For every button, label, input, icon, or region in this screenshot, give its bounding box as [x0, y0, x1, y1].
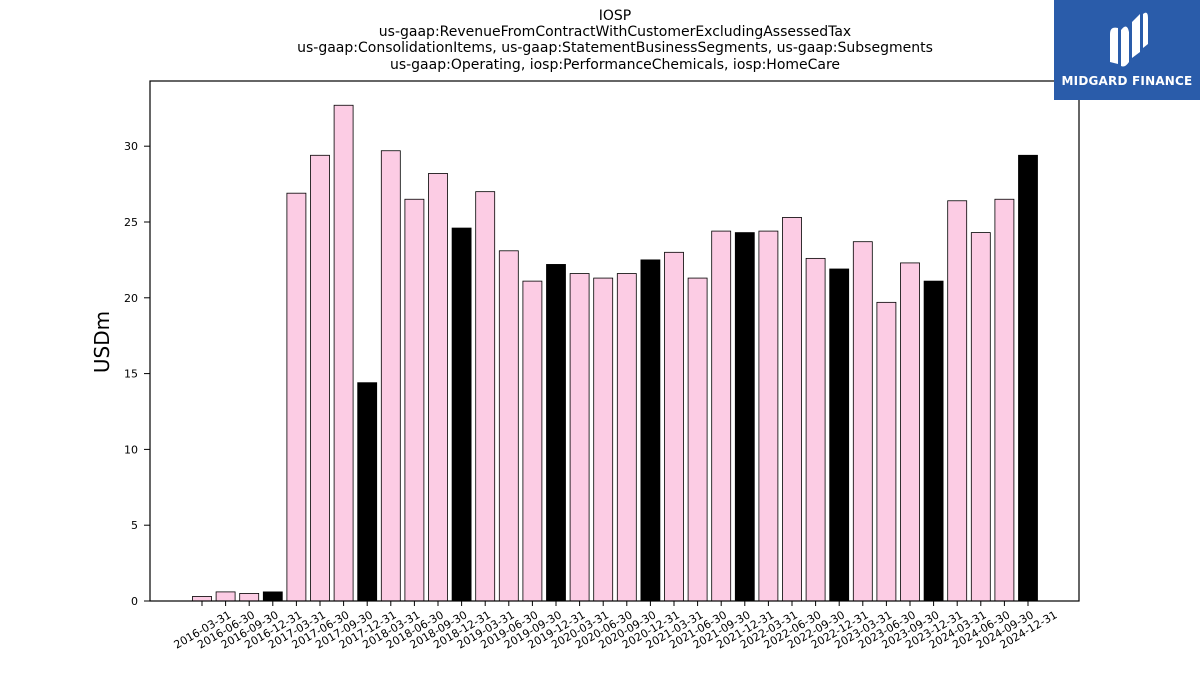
bar-2019-03-31 [475, 191, 496, 602]
y-tick-label: 25 [124, 216, 138, 229]
bar-2021-09-30 [711, 230, 732, 602]
bar-2019-09-30 [522, 280, 543, 602]
bar-2020-12-31 [640, 259, 661, 602]
y-tick-label: 5 [131, 519, 138, 532]
chart-title-line-2: us-gaap:RevenueFromContractWithCustomerE… [379, 24, 851, 40]
bar-2021-03-31 [664, 251, 684, 602]
y-axis-label: USDm [90, 311, 114, 373]
bar-2020-03-31 [569, 273, 590, 602]
bar-2019-12-31 [546, 264, 566, 602]
y-tick-label: 30 [124, 140, 138, 153]
bar-2022-12-31 [829, 268, 850, 602]
bar-2024-03-31 [947, 200, 968, 602]
bar-2018-12-31 [451, 227, 472, 602]
y-tick-label: 20 [124, 292, 138, 305]
y-tick-label: 0 [131, 595, 138, 608]
midgard-finance-logo: MIDGARD FINANCE [1054, 0, 1200, 100]
bar-2022-06-30 [782, 217, 802, 602]
bar-2023-03-31 [852, 241, 873, 602]
bar-2018-09-30 [428, 173, 448, 602]
x-axis-ticks: 2016-03-312016-06-302016-09-302016-12-31… [172, 601, 1060, 652]
bar-2017-06-30 [310, 154, 330, 602]
bar-2016-12-31 [262, 591, 283, 602]
chart-title-line-4: us-gaap:Operating, iosp:PerformanceChemi… [390, 57, 840, 73]
bar-2023-12-31 [923, 280, 944, 602]
bar-2022-03-31 [758, 230, 779, 602]
bar-series [192, 104, 1038, 602]
brand-name: MIDGARD FINANCE [1061, 74, 1193, 88]
bar-2016-09-30 [239, 593, 260, 602]
bar-2024-06-30 [970, 232, 991, 602]
bar-2022-09-30 [805, 257, 826, 602]
y-tick-label: 10 [124, 443, 138, 456]
bar-2019-06-30 [498, 250, 519, 602]
chart-title-line-3: us-gaap:ConsolidationItems, us-gaap:Stat… [297, 40, 933, 56]
bar-2017-03-31 [286, 192, 307, 602]
bar-2023-06-30 [876, 301, 897, 602]
bar-2020-06-30 [593, 277, 614, 602]
bar-2017-12-31 [357, 382, 378, 602]
bar-2024-09-30 [994, 198, 1015, 602]
bar-2024-12-31 [1018, 154, 1038, 602]
y-tick-label: 15 [124, 368, 138, 381]
bar-2016-06-30 [215, 591, 236, 602]
bar-2023-09-30 [900, 262, 920, 602]
midgard-m-icon [1110, 12, 1148, 67]
chart-title-line-1: IOSP [599, 8, 631, 24]
bar-2021-06-30 [687, 277, 708, 602]
bar-2016-03-31 [192, 596, 212, 602]
bar-2017-09-30 [333, 104, 354, 602]
chart-title: IOSP us-gaap:RevenueFromContractWithCust… [297, 8, 933, 73]
bar-2018-03-31 [380, 150, 401, 602]
y-axis-ticks: 0 5 10 15 20 25 30 [124, 140, 150, 608]
bar-2018-06-30 [404, 198, 425, 602]
plot-frame [149, 80, 1080, 602]
bar-2021-12-31 [734, 232, 755, 602]
bar-2020-09-30 [616, 273, 637, 602]
